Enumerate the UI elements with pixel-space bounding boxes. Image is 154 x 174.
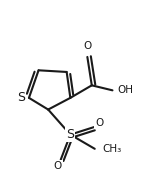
Text: S: S [66,128,74,141]
Text: O: O [83,41,91,51]
Text: S: S [17,91,25,104]
Text: OH: OH [118,85,134,95]
Text: O: O [95,118,103,128]
Text: O: O [54,161,62,171]
Text: CH₃: CH₃ [103,144,122,154]
